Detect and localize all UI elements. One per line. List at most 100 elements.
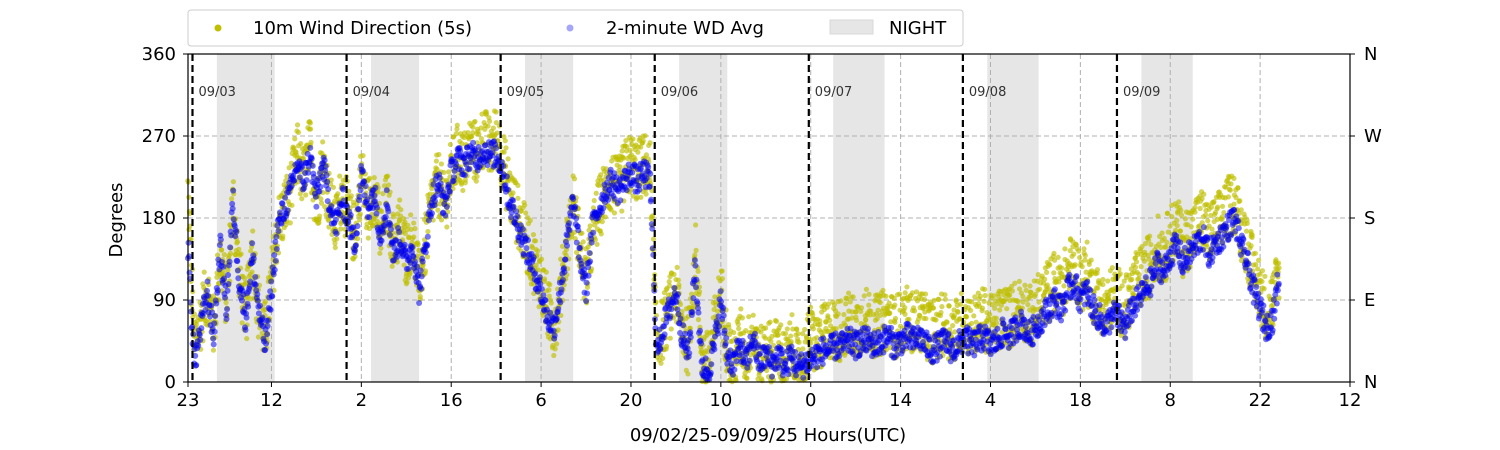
wind-direction-point (693, 247, 699, 253)
wind-direction-point (831, 302, 837, 308)
wd-avg-point (723, 335, 730, 342)
wind-direction-point (1178, 207, 1184, 213)
wind-direction-point (1164, 239, 1170, 245)
wind-direction-point (942, 296, 949, 302)
wind-direction-point (1237, 198, 1243, 204)
wd-avg-point (523, 245, 530, 252)
wd-avg-point (718, 298, 725, 305)
wd-avg-point (443, 203, 450, 210)
wd-avg-point (746, 357, 753, 364)
wd-avg-point (850, 351, 857, 358)
wind-direction-point (540, 313, 546, 319)
wd-avg-point (275, 228, 282, 235)
wd-avg-point (550, 327, 557, 334)
wd-avg-point (424, 242, 431, 249)
scatter-series (185, 108, 1282, 385)
wd-avg-point (382, 213, 389, 220)
wind-direction-point (248, 248, 254, 254)
wd-avg-point (510, 197, 517, 204)
wind-direction-point (338, 226, 344, 232)
wd-avg-point (238, 297, 245, 304)
wind-direction-point (916, 312, 923, 318)
wind-direction-point (1249, 234, 1255, 241)
wind-direction-point (1007, 292, 1013, 298)
wd-avg-point (765, 343, 772, 350)
wind-direction-point (611, 210, 618, 216)
wd-avg-point (999, 343, 1006, 350)
wd-avg-point (269, 293, 276, 300)
wind-direction-point (1035, 271, 1041, 278)
wind-direction-point (1095, 285, 1101, 291)
wind-direction-point (234, 239, 241, 245)
wind-direction-point (638, 144, 644, 150)
wind-direction-point (1025, 302, 1031, 308)
wind-direction-point (404, 279, 410, 285)
wd-avg-point (694, 305, 701, 312)
wind-direction-point (483, 111, 490, 117)
wd-avg-point (936, 353, 943, 360)
wind-direction-point (385, 173, 391, 179)
wd-avg-point (623, 187, 630, 194)
wd-avg-point (360, 168, 367, 175)
wind-direction-point (284, 173, 290, 179)
wind-direction-point (938, 309, 944, 316)
wd-avg-point (254, 291, 261, 298)
wind-direction-point (619, 208, 625, 214)
wd-avg-point (508, 209, 515, 216)
wd-avg-point (437, 180, 444, 187)
wd-avg-point (197, 336, 204, 343)
wd-avg-point (776, 364, 783, 371)
wd-avg-point (356, 193, 363, 200)
wd-avg-point (566, 227, 573, 234)
wind-direction-point (1225, 194, 1231, 200)
wind-direction-point (1016, 278, 1022, 285)
wd-avg-point (223, 315, 230, 322)
wd-avg-point (1039, 328, 1046, 335)
wd-avg-point (250, 255, 257, 262)
wind-direction-point (844, 296, 850, 302)
wind-direction-point (1255, 266, 1261, 272)
wind-direction-point (1199, 196, 1205, 202)
wind-direction-point (1208, 204, 1214, 210)
wind-direction-point (417, 293, 423, 300)
wind-direction-point (1100, 281, 1106, 288)
wind-direction-point (991, 293, 997, 299)
wd-avg-point (371, 192, 378, 199)
wind-direction-point (602, 214, 608, 220)
wind-direction-point (979, 305, 986, 311)
wind-direction-point (201, 269, 207, 275)
wd-avg-point (576, 244, 583, 251)
wind-direction-point (473, 178, 479, 184)
wind-direction-point (334, 236, 340, 242)
wind-direction-point (1015, 299, 1021, 305)
wind-direction-point (904, 284, 910, 290)
wind-direction-point (427, 191, 433, 197)
wd-avg-point (433, 192, 440, 199)
wind-direction-point (220, 269, 226, 275)
wd-avg-point (316, 188, 323, 195)
wind-direction-point (397, 197, 403, 203)
wind-direction-point (1105, 278, 1111, 284)
wind-direction-point (692, 252, 698, 258)
wd-avg-point (680, 322, 687, 329)
wd-avg-point (364, 196, 371, 203)
wd-avg-point (720, 312, 727, 319)
wd-avg-point (271, 266, 278, 273)
wind-direction-point (746, 314, 752, 320)
wind-direction-point (357, 211, 363, 217)
wd-avg-point (1051, 286, 1058, 293)
wind-direction-point (1199, 220, 1205, 226)
wd-avg-point (451, 174, 458, 181)
wd-avg-point (905, 321, 912, 328)
wd-avg-point (189, 323, 196, 330)
wd-avg-point (385, 208, 392, 215)
wd-avg-point (721, 327, 728, 334)
wind-direction-point (1169, 213, 1175, 220)
wind-direction-point (1052, 257, 1058, 263)
wind-direction-point (874, 316, 880, 322)
wind-direction-point (877, 312, 883, 318)
wind-direction-point (354, 236, 361, 242)
wind-direction-point (794, 326, 800, 333)
wd-avg-point (378, 237, 385, 244)
wind-direction-point (847, 299, 853, 305)
